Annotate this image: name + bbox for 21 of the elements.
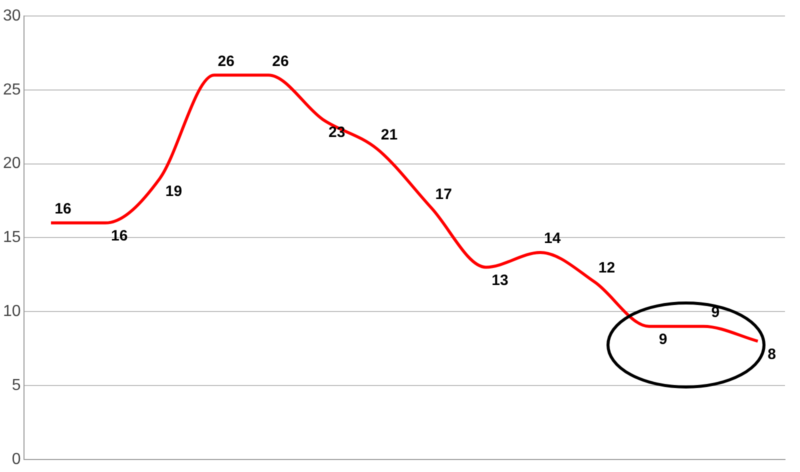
y-tick-label: 25 xyxy=(3,81,21,98)
data-label: 17 xyxy=(435,186,452,203)
data-label: 23 xyxy=(328,124,346,142)
y-tick-label: 10 xyxy=(3,303,21,320)
data-label: 16 xyxy=(111,228,128,245)
data-label: 9 xyxy=(658,331,668,348)
y-tick-label: 30 xyxy=(3,7,21,24)
y-tick-label: 15 xyxy=(3,229,21,246)
data-label: 26 xyxy=(272,52,289,70)
data-label: 16 xyxy=(54,200,72,218)
y-tick-label: 0 xyxy=(12,450,21,468)
y-tick-label: 5 xyxy=(12,376,21,394)
data-label: 8 xyxy=(768,346,776,363)
data-label: 21 xyxy=(380,126,398,144)
y-tick-label: 20 xyxy=(3,155,21,172)
data-label: 13 xyxy=(492,272,508,289)
line-series xyxy=(49,74,760,343)
data-label: 19 xyxy=(165,183,182,200)
data-label: 14 xyxy=(544,230,562,248)
data-label: 26 xyxy=(218,52,234,70)
data-label: 12 xyxy=(598,260,616,277)
